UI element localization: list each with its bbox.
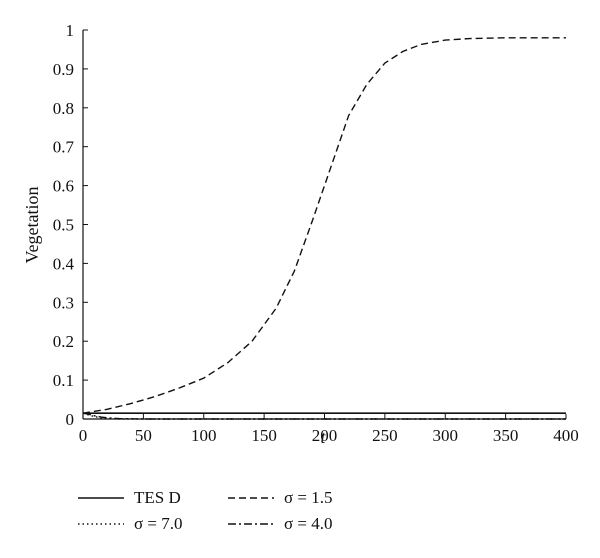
legend-swatch-dashed bbox=[228, 497, 274, 499]
series-layer bbox=[82, 37, 566, 420]
plot-frame bbox=[82, 30, 566, 420]
y-tick-label: 0.1 bbox=[53, 371, 74, 390]
legend-swatch-solid bbox=[78, 497, 124, 499]
legend-label-sigma-4-0: σ = 4.0 bbox=[284, 514, 333, 533]
x-tick-label: 50 bbox=[135, 426, 152, 445]
y-axis-title: Vegetation bbox=[22, 187, 42, 264]
legend-item-sigma-4-0: σ = 4.0 bbox=[228, 512, 333, 536]
legend-swatch-dotted bbox=[78, 523, 124, 525]
x-tick-label: 400 bbox=[553, 426, 579, 445]
series-line-dashed bbox=[82, 37, 566, 414]
x-tick-label: 0 bbox=[79, 426, 88, 445]
y-tick-label: 0.6 bbox=[53, 177, 74, 196]
x-tick-label: 150 bbox=[251, 426, 277, 445]
legend: TES D σ = 1.5 σ = 7.0 σ = 4.0 bbox=[78, 486, 398, 552]
y-tick-label: 0.5 bbox=[53, 216, 74, 235]
y-tick-label: 0.7 bbox=[53, 138, 75, 157]
y-tick-label: 0.4 bbox=[53, 254, 75, 273]
y-tick-label: 0 bbox=[66, 410, 75, 429]
series-line-dashdot bbox=[82, 412, 566, 420]
legend-swatch-dashdot bbox=[228, 523, 274, 525]
legend-label-sigma-1-5: σ = 1.5 bbox=[284, 488, 333, 507]
legend-item-sigma-1-5: σ = 1.5 bbox=[228, 486, 333, 510]
x-axis-title: t bbox=[320, 427, 326, 447]
y-axis-ticks: 0 0.1 0.2 0.3 0.4 0.5 0.6 0.7 0.8 0.9 1 bbox=[53, 21, 88, 429]
y-tick-label: 0.8 bbox=[53, 99, 74, 118]
x-tick-label: 300 bbox=[433, 426, 459, 445]
x-tick-label: 250 bbox=[372, 426, 398, 445]
legend-label-sigma-7-0: σ = 7.0 bbox=[134, 514, 183, 533]
x-tick-label: 350 bbox=[493, 426, 519, 445]
x-tick-label: 100 bbox=[191, 426, 217, 445]
y-tick-label: 1 bbox=[66, 21, 75, 40]
x-axis-ticks: 0 50 100 150 200 250 300 350 400 bbox=[79, 414, 579, 445]
legend-label-tes-d: TES D bbox=[134, 488, 181, 507]
y-tick-label: 0.2 bbox=[53, 332, 74, 351]
chart: 0 0.1 0.2 0.3 0.4 0.5 0.6 0.7 0.8 0.9 1 0 50 100 150 2… bbox=[22, 21, 579, 447]
legend-item-sigma-7-0: σ = 7.0 bbox=[78, 512, 183, 536]
legend-item-tes-d: TES D bbox=[78, 486, 181, 510]
y-tick-label: 0.9 bbox=[53, 60, 74, 79]
x-tick-label: 200 bbox=[312, 426, 338, 445]
y-tick-label: 0.3 bbox=[53, 293, 74, 312]
